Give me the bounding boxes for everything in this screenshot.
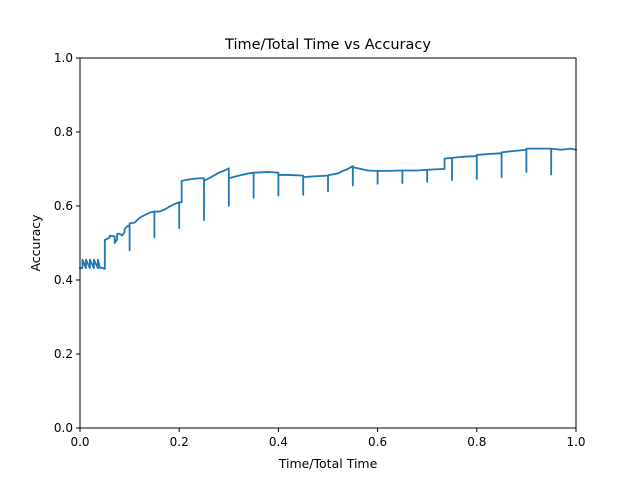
x-axis-label: Time/Total Time (278, 456, 378, 471)
x-tick-label: 1.0 (566, 435, 585, 449)
x-tick-label: 0.4 (269, 435, 288, 449)
y-tick-label: 1.0 (54, 51, 73, 65)
x-tick-label: 0.8 (467, 435, 486, 449)
y-tick-label: 0.0 (54, 421, 73, 435)
y-tick-label: 0.6 (54, 199, 73, 213)
x-tick-label: 0.0 (70, 435, 89, 449)
y-axis-label: Accuracy (28, 214, 43, 272)
chart-title: Time/Total Time vs Accuracy (224, 37, 431, 53)
x-tick-label: 0.2 (170, 435, 189, 449)
accuracy-series-line (79, 147, 578, 270)
x-tick-label: 0.6 (368, 435, 387, 449)
axes-frame (79, 57, 577, 429)
y-tick-label: 0.8 (54, 125, 73, 139)
plot-area (79, 147, 578, 270)
y-tick-label: 0.2 (54, 347, 73, 361)
y-axis-ticks: 0.0 0.2 0.4 0.6 0.8 1.0 (54, 51, 80, 435)
y-tick-label: 0.4 (54, 273, 73, 287)
x-axis-ticks: 0.0 0.2 0.4 0.6 0.8 1.0 (70, 428, 586, 449)
